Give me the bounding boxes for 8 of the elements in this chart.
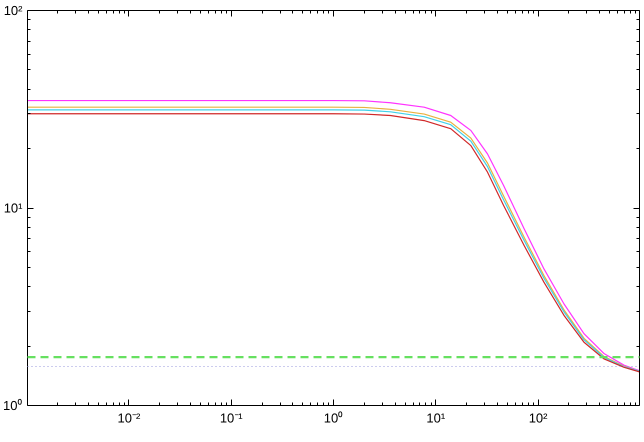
y-tick-label: 10¹ — [4, 200, 24, 216]
y-tick-label: 10² — [4, 3, 24, 18]
x-tick-label: 10⁻¹ — [220, 410, 244, 426]
x-tick-label: 10⁰ — [324, 410, 344, 426]
y-tick-label: 10⁰ — [3, 398, 23, 413]
x-tick-label: 10⁻² — [118, 410, 141, 426]
x-tick-label: 10² — [528, 410, 548, 426]
x-tick-label: 10¹ — [426, 410, 446, 426]
